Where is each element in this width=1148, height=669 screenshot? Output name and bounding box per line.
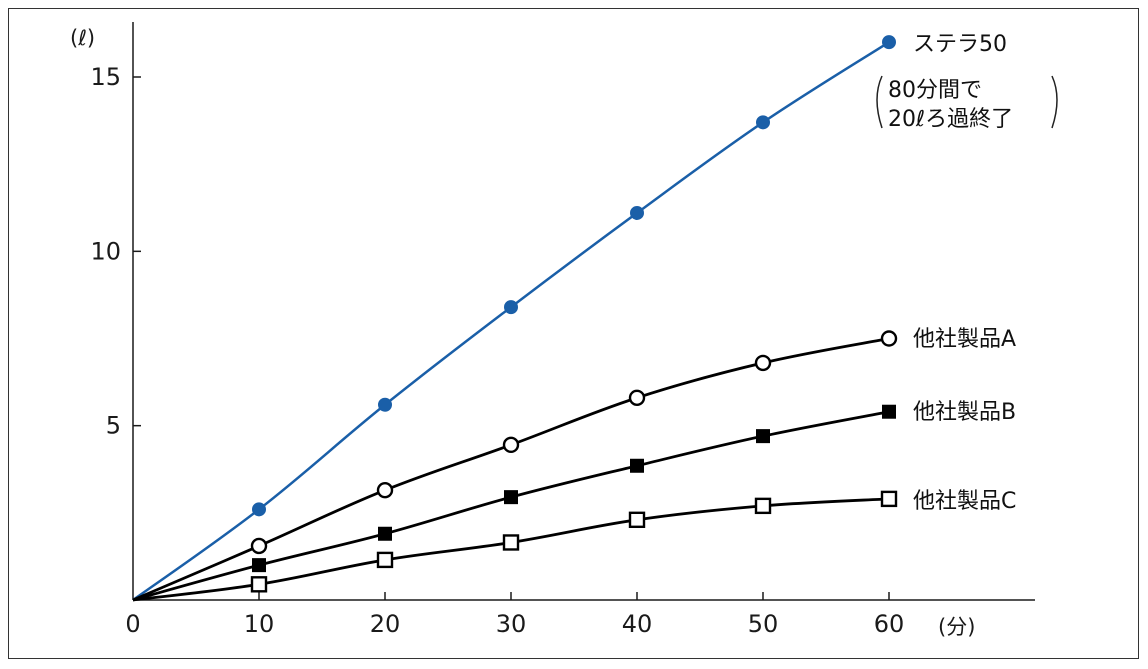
y-tick-label: 15	[90, 63, 121, 91]
data-point	[378, 526, 392, 541]
y-tick-label: 10	[90, 237, 121, 265]
data-point	[376, 551, 394, 569]
data-point	[756, 429, 770, 444]
chart-frame	[8, 8, 1139, 659]
data-point	[504, 300, 518, 315]
data-point	[502, 436, 520, 454]
data-point	[252, 558, 266, 573]
data-point	[376, 481, 394, 499]
data-point	[504, 490, 518, 505]
annotation-line-1: 80分間で	[888, 78, 982, 103]
x-axis-unit-label: (分)	[938, 615, 975, 639]
x-tick-label: 0	[125, 610, 140, 638]
data-point	[754, 354, 772, 372]
tick-marks	[133, 76, 890, 600]
x-tick-label: 30	[496, 610, 527, 638]
data-point	[630, 458, 644, 473]
data-point	[880, 330, 898, 347]
data-point	[630, 205, 644, 220]
x-tick-label: 60	[874, 610, 905, 638]
y-tick-label: 5	[106, 412, 121, 440]
data-point	[754, 497, 772, 515]
annotation-line-2: 20ℓろ過終了	[888, 107, 1013, 132]
series-markers	[250, 35, 898, 593]
series-label-1: ステラ50	[913, 32, 1007, 57]
x-tick-label: 10	[244, 610, 275, 638]
data-point	[628, 511, 646, 529]
data-point	[882, 404, 896, 419]
y-axis-unit-label: (ℓ)	[70, 26, 95, 50]
data-point	[250, 576, 268, 593]
series-line-1	[132, 41, 890, 602]
series-label-2: 他社製品A	[913, 327, 1016, 352]
annotation-bracket-left	[876, 75, 883, 129]
series-label-3: 他社製品B	[913, 400, 1016, 425]
series-label-4: 他社製品C	[913, 489, 1016, 514]
data-point	[502, 534, 520, 551]
data-point	[628, 389, 646, 406]
data-point	[756, 115, 770, 130]
x-tick-label: 50	[748, 610, 779, 638]
data-point	[252, 502, 266, 517]
data-point	[880, 490, 898, 508]
x-tick-label: 40	[622, 610, 653, 638]
data-point	[882, 35, 896, 50]
series-lines	[132, 41, 890, 602]
series-line-2	[132, 337, 890, 602]
labels: 0 10 20 30 40 50 60 5 10 15 (分) (ℓ) ステラ50 他社製品A 他社製品B 他…	[70, 26, 1058, 639]
x-tick-label: 20	[370, 610, 401, 638]
annotation-bracket-right	[1051, 75, 1058, 129]
data-point	[250, 537, 268, 555]
data-point	[378, 397, 392, 412]
axes	[132, 22, 1035, 601]
